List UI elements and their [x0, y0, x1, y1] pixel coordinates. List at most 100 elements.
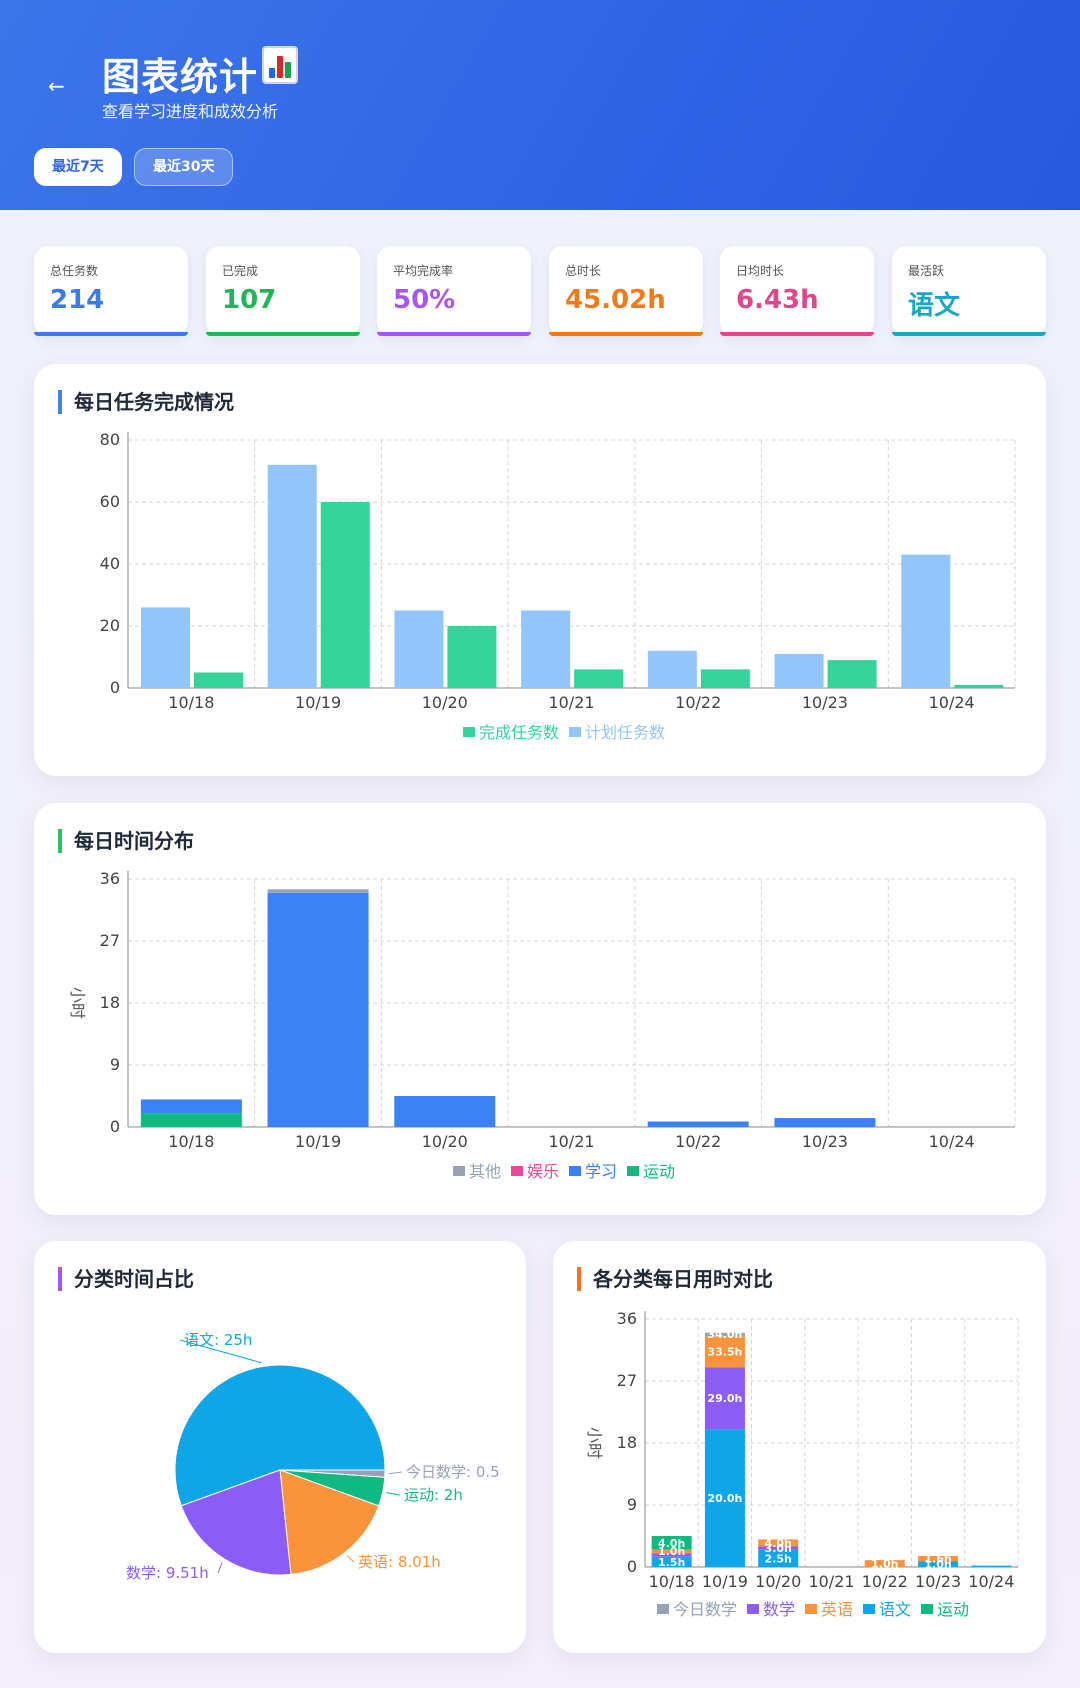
bar-segment [267, 892, 369, 1127]
stat-accent-bar [206, 332, 360, 336]
legend-swatch [921, 1604, 933, 1614]
legend-label: 数学 [763, 1600, 795, 1619]
stat-card: 总时长 45.02h [549, 246, 703, 336]
legend-label: 语文 [879, 1600, 911, 1619]
y-tick-label: 0 [110, 1117, 120, 1136]
bar-chart-icon [262, 46, 298, 84]
x-tick-label: 10/22 [675, 693, 721, 712]
stat-label: 日均时长 [736, 264, 785, 278]
legend-swatch [569, 727, 581, 737]
pie-leader-line [346, 1555, 355, 1563]
x-tick-label: 10/20 [422, 693, 468, 712]
pie-slice [174, 1364, 386, 1507]
x-tick-label: 10/18 [649, 1572, 695, 1591]
bar-segment [704, 1336, 745, 1368]
stat-label: 平均完成率 [393, 264, 454, 278]
bar [574, 669, 624, 688]
bar-segment [140, 1113, 242, 1127]
legend-swatch [569, 1166, 581, 1176]
y-tick-label: 27 [617, 1371, 637, 1390]
x-tick-label: 10/21 [808, 1572, 854, 1591]
x-tick-label: 10/20 [422, 1132, 468, 1151]
y-tick-label: 18 [100, 993, 120, 1012]
x-tick-label: 10/23 [915, 1572, 961, 1591]
stat-accent-bar [720, 332, 874, 336]
x-tick-label: 10/19 [295, 1132, 341, 1151]
bar [447, 626, 497, 688]
y-tick-label: 36 [617, 1309, 637, 1328]
pie-slice [279, 1469, 380, 1575]
bar [394, 610, 444, 688]
pie-leader-line [388, 1471, 403, 1475]
bar [954, 684, 1004, 688]
legend-swatch [453, 1166, 465, 1176]
y-tick-label: 60 [100, 492, 120, 511]
stat-card: 最活跃 语文 [892, 246, 1046, 336]
bar-segment [647, 1121, 749, 1127]
x-tick-label: 10/18 [168, 1132, 214, 1151]
bar-segment [267, 889, 369, 893]
arrow-left-icon[interactable]: ← [48, 74, 65, 98]
bar-value-label: 1.5h [658, 1556, 685, 1569]
y-tick-label: 80 [100, 430, 120, 449]
bar-value-label: 20.0h [707, 1492, 742, 1505]
time-chart: 0 9 18 27 36 10/18 10/19 10/20 10/21 10/22 10/23 10… [68, 869, 1016, 1181]
y-tick-label: 0 [110, 678, 120, 697]
page-header: ← 图表统计 查看学习进度和成效分析 最近7天 最近30天 [0, 0, 1080, 210]
pie-leader-line [217, 1562, 223, 1574]
bar-segment [651, 1549, 692, 1554]
pie-label: 今日数学: 0.5h [406, 1463, 509, 1481]
pie-panel: 分类时间占比 语文: 25h 今日数学: 0.5h 运动: 2h 英语: 8.01h 数… [34, 1241, 526, 1653]
x-tick-label: 10/18 [168, 693, 214, 712]
bar-segment [140, 1099, 242, 1114]
bar-value-label: 34.0h [707, 1328, 742, 1341]
legend-label: 学习 [585, 1162, 617, 1181]
bar-value-label: 1.6h [924, 1553, 951, 1566]
bar [647, 650, 697, 688]
bar-segment [758, 1549, 799, 1567]
pie-leader-line [179, 1339, 262, 1364]
legend-label: 娱乐 [527, 1162, 559, 1181]
legend-label: 计划任务数 [585, 723, 665, 742]
stat-value: 107 [222, 285, 277, 315]
bar-value-label: 1.0h [658, 1545, 685, 1558]
stat-value: 214 [50, 285, 105, 315]
bar [141, 607, 190, 688]
bar-segment [651, 1553, 692, 1557]
tasks-chart: 0 20 40 60 80 10/18 10/19 10/20 10/21 10/22 10/23 1… [100, 430, 1016, 742]
x-tick-label: 10/24 [929, 693, 975, 712]
bar [774, 653, 824, 688]
time-panel-title: 每日时间分布 [58, 829, 194, 853]
legend-swatch [805, 1604, 817, 1614]
bar-segment [704, 1332, 745, 1337]
x-tick-label: 10/24 [929, 1132, 975, 1151]
stat-card: 日均时长 6.43h [720, 246, 874, 336]
stat-accent-bar [34, 332, 188, 336]
label-clip-mask [500, 1441, 526, 1521]
tasks-panel-title: 每日任务完成情况 [58, 390, 234, 414]
bar-segment [394, 1096, 496, 1127]
page-title: 图表统计 [102, 55, 259, 99]
y-tick-label: 40 [100, 554, 120, 573]
stat-value: 语文 [908, 291, 961, 321]
bar [901, 554, 951, 688]
x-tick-label: 10/23 [802, 1132, 848, 1151]
bar-value-label: 1.0h [871, 1558, 898, 1571]
x-tick-label: 10/22 [862, 1572, 908, 1591]
bar [700, 669, 750, 688]
legend-label: 运动 [643, 1162, 675, 1181]
range-7-days-button[interactable]: 最近7天 [34, 148, 122, 186]
bar-segment [704, 1429, 745, 1567]
bar [320, 502, 370, 688]
bar-value-label: 3.0h [765, 1542, 792, 1555]
stat-card: 总任务数 214 [34, 246, 188, 336]
legend-swatch [627, 1166, 639, 1176]
pie-label: 英语: 8.01h [358, 1553, 441, 1571]
stat-accent-bar [892, 332, 1046, 336]
bar-segment [758, 1539, 799, 1547]
bar [827, 660, 877, 688]
legend-swatch [863, 1604, 875, 1614]
stat-card: 已完成 107 [206, 246, 360, 336]
y-tick-label: 36 [100, 869, 120, 888]
range-30-days-button[interactable]: 最近30天 [134, 148, 234, 186]
